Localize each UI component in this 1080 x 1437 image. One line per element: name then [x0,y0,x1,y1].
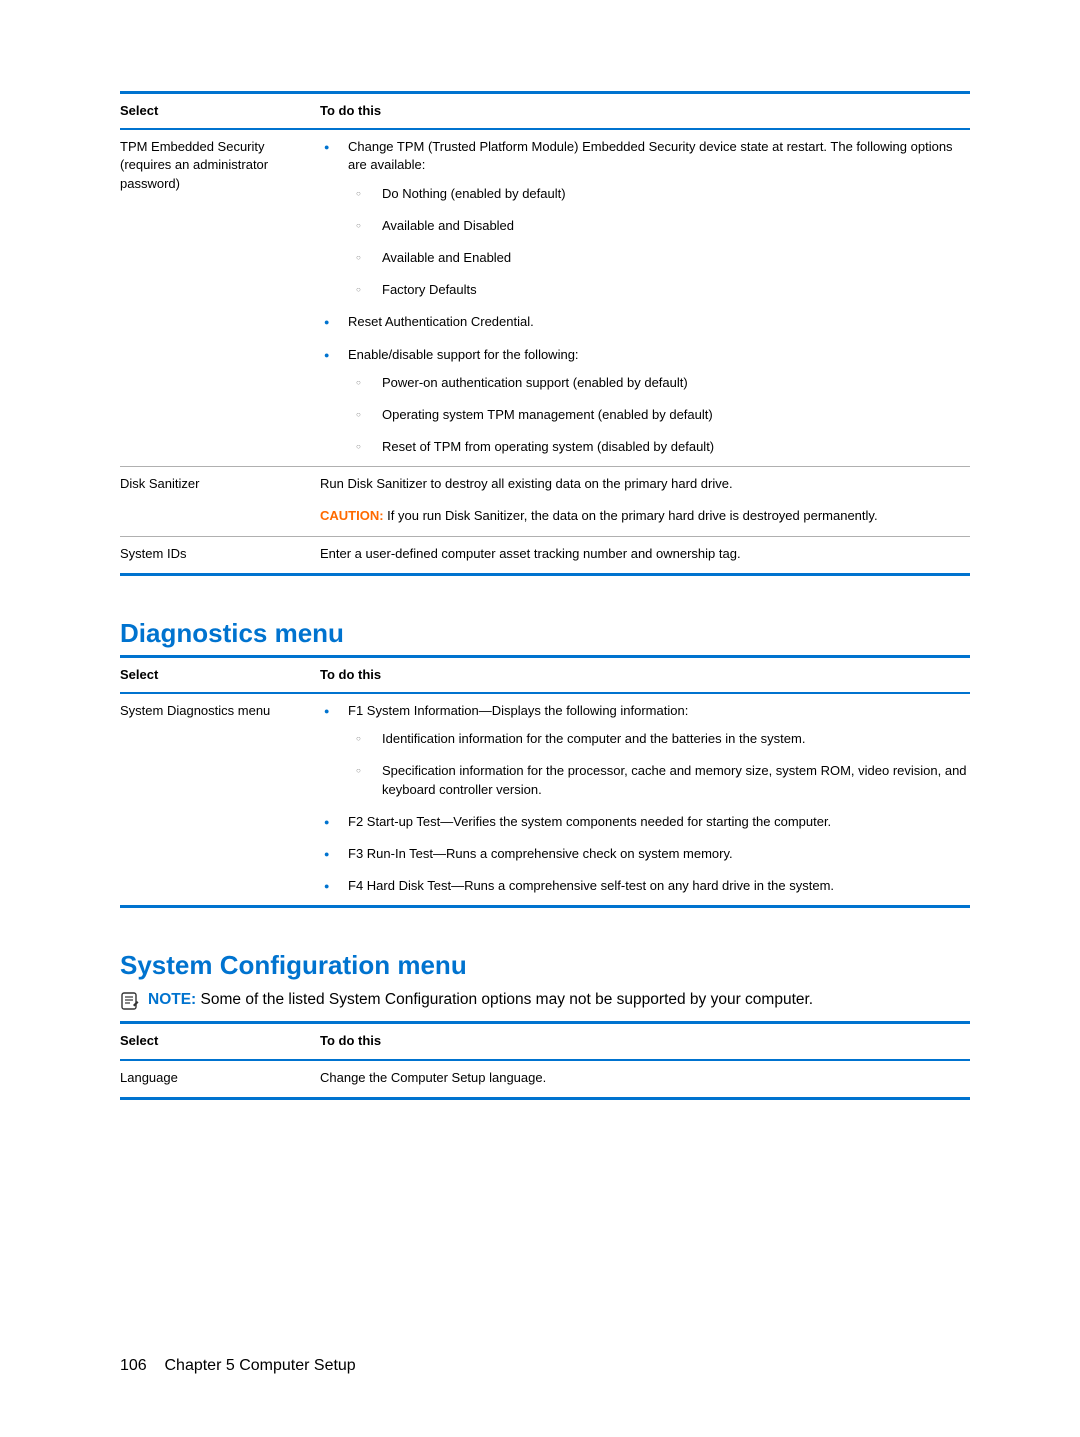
table-header-row: Select To do this [120,94,970,130]
list-item: Reset Authentication Credential. [320,313,970,331]
sub-item: Reset of TPM from operating system (disa… [348,438,970,456]
cell-todo: Enter a user-defined computer asset trac… [320,545,970,563]
table-row: Language Change the Computer Setup langu… [120,1061,970,1097]
sub-item: Factory Defaults [348,281,970,299]
col-header-todo: To do this [320,666,970,684]
page-content: Select To do this TPM Embedded Security … [0,0,1080,1100]
sub-item: Power-on authentication support (enabled… [348,374,970,392]
note-icon [120,991,140,1011]
cell-select: System Diagnostics menu [120,702,320,720]
list-item: F1 System Information—Displays the follo… [320,702,970,799]
list-item: Change TPM (Trusted Platform Module) Emb… [320,138,970,299]
table-security: Select To do this TPM Embedded Security … [120,91,970,576]
sub-item: Identification information for the compu… [348,730,970,748]
cell-todo: Change TPM (Trusted Platform Module) Emb… [320,138,970,456]
table-sysconf: Select To do this Language Change the Co… [120,1021,970,1099]
table-row: System IDs Enter a user-defined computer… [120,537,970,573]
col-header-todo: To do this [320,1032,970,1050]
caution-text: If you run Disk Sanitizer, the data on t… [387,508,877,523]
list-item: F2 Start-up Test—Verifies the system com… [320,813,970,831]
cell-select: TPM Embedded Security (requires an admin… [120,138,320,193]
table-row: TPM Embedded Security (requires an admin… [120,130,970,467]
table-diagnostics: Select To do this System Diagnostics men… [120,655,970,909]
chapter-label: Chapter 5 Computer Setup [164,1357,355,1374]
bullet-text: F1 System Information—Displays the follo… [348,703,688,718]
cell-select: Disk Sanitizer [120,475,320,493]
note-text: Some of the listed System Configuration … [201,991,814,1008]
bullet-text: Enable/disable support for the following… [348,347,579,362]
heading-diagnostics: Diagnostics menu [120,618,970,649]
bullet-text: Change TPM (Trusted Platform Module) Emb… [348,139,953,172]
sub-item: Available and Disabled [348,217,970,235]
list-item: F3 Run-In Test—Runs a comprehensive chec… [320,845,970,863]
caution-block: CAUTION: If you run Disk Sanitizer, the … [320,507,970,525]
page-footer: 106 Chapter 5 Computer Setup [120,1357,356,1375]
col-header-select: Select [120,666,320,684]
col-header-select: Select [120,102,320,120]
cell-text: Run Disk Sanitizer to destroy all existi… [320,475,970,493]
sub-item: Do Nothing (enabled by default) [348,185,970,203]
sub-item: Available and Enabled [348,249,970,267]
table-row: System Diagnostics menu F1 System Inform… [120,694,970,905]
page-number: 106 [120,1357,147,1374]
col-header-select: Select [120,1032,320,1050]
sub-item: Operating system TPM management (enabled… [348,406,970,424]
list-item: Enable/disable support for the following… [320,346,970,457]
cell-todo: F1 System Information—Displays the follo… [320,702,970,895]
sub-item: Specification information for the proces… [348,762,970,798]
note-block: NOTE: Some of the listed System Configur… [120,991,970,1011]
table-row: Disk Sanitizer Run Disk Sanitizer to des… [120,467,970,536]
caution-label: CAUTION: [320,508,384,523]
list-item: F4 Hard Disk Test—Runs a comprehensive s… [320,877,970,895]
table-header-row: Select To do this [120,658,970,694]
cell-todo: Change the Computer Setup language. [320,1069,970,1087]
table-header-row: Select To do this [120,1024,970,1060]
heading-sysconf: System Configuration menu [120,950,970,981]
cell-select: Language [120,1069,320,1087]
cell-select: System IDs [120,545,320,563]
col-header-todo: To do this [320,102,970,120]
note-label: NOTE: [148,991,196,1008]
cell-todo: Run Disk Sanitizer to destroy all existi… [320,475,970,525]
